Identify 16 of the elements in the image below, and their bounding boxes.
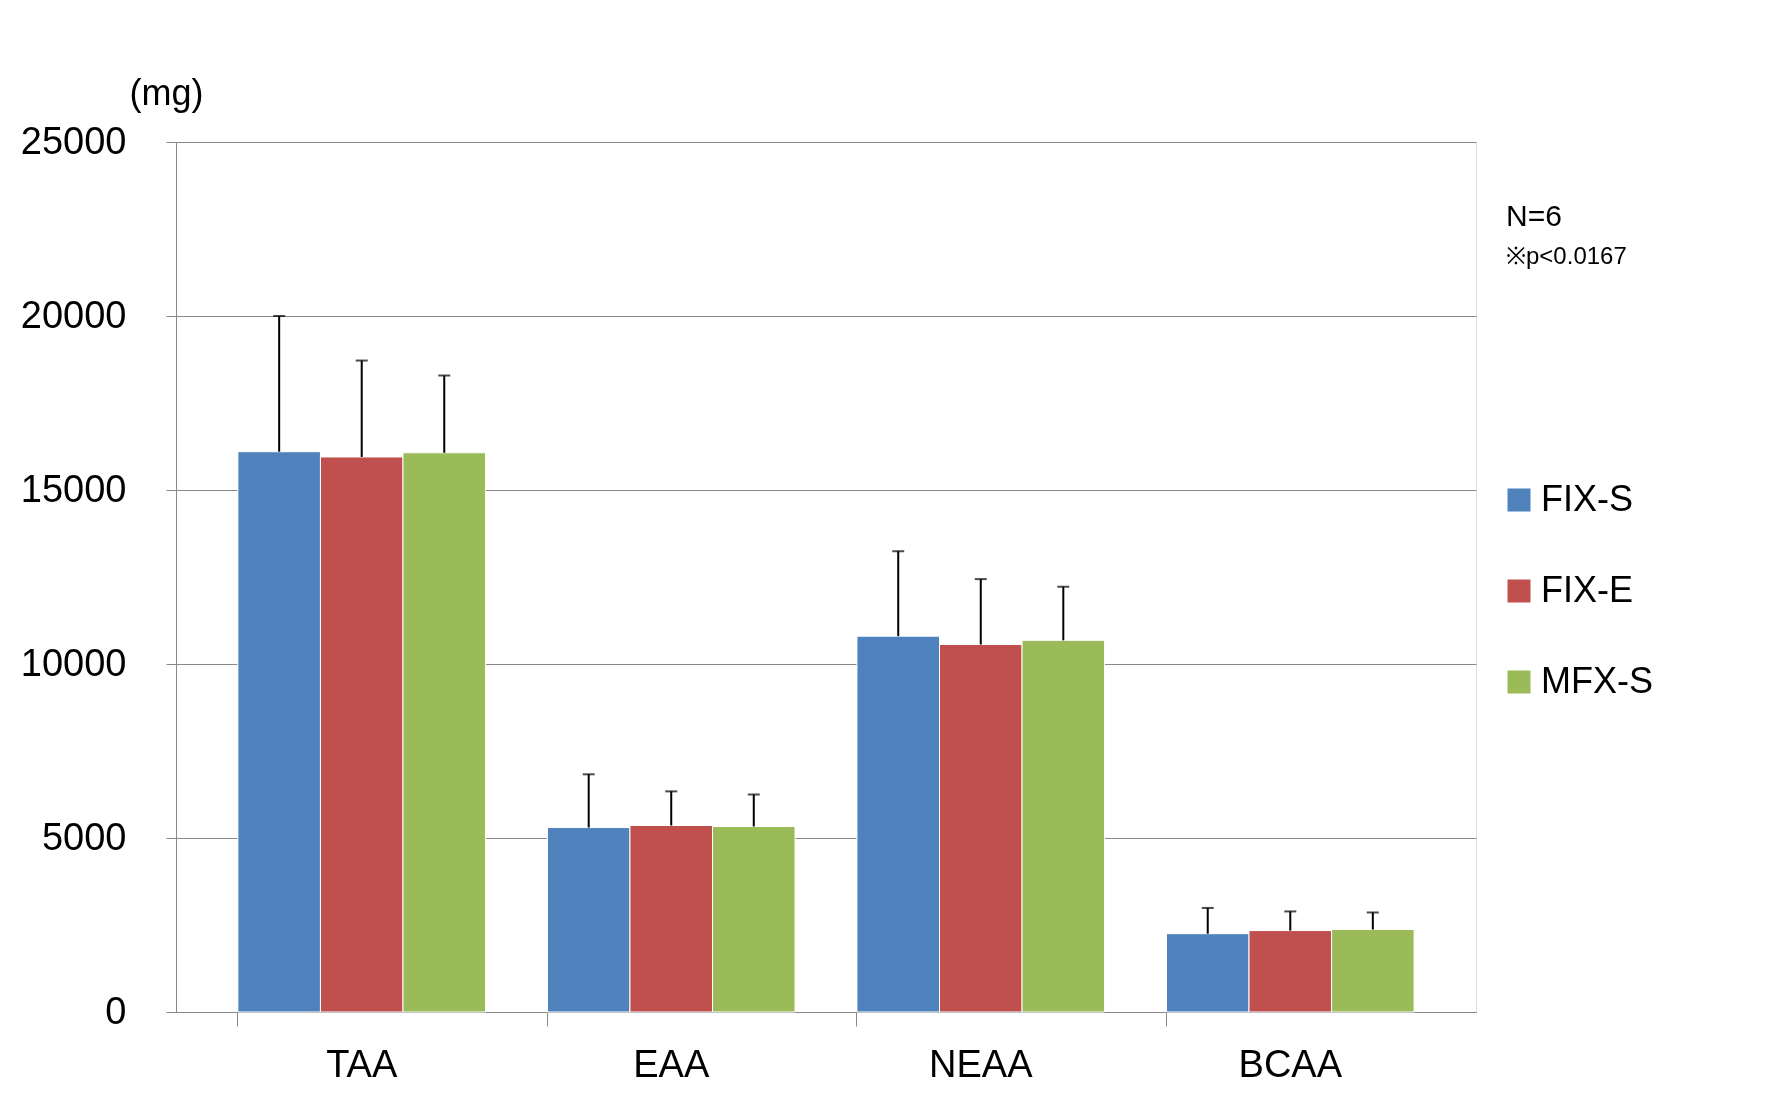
- y-tick-label: 0: [105, 989, 127, 1032]
- text: ※p<0.0167: [1506, 242, 1627, 269]
- y-tick-label: 20000: [20, 293, 127, 336]
- legend-label: MFX-S: [1541, 660, 1653, 701]
- x-tick-label: BCAA: [1238, 1042, 1343, 1085]
- legend-label: FIX-E: [1541, 569, 1634, 610]
- y-axis-title: (mg): [129, 71, 204, 113]
- y-tick-label: 10000: [20, 641, 127, 684]
- legend-label: FIX-S: [1541, 478, 1634, 519]
- x-tick-label: TAA: [326, 1042, 398, 1085]
- x-tick-label: EAA: [633, 1042, 710, 1085]
- y-tick-label: 15000: [20, 467, 127, 510]
- y-tick-label: 5000: [41, 815, 127, 858]
- x-tick-label: NEAA: [929, 1042, 1034, 1085]
- y-tick-label: 25000: [20, 119, 127, 162]
- text: N=6: [1506, 199, 1562, 232]
